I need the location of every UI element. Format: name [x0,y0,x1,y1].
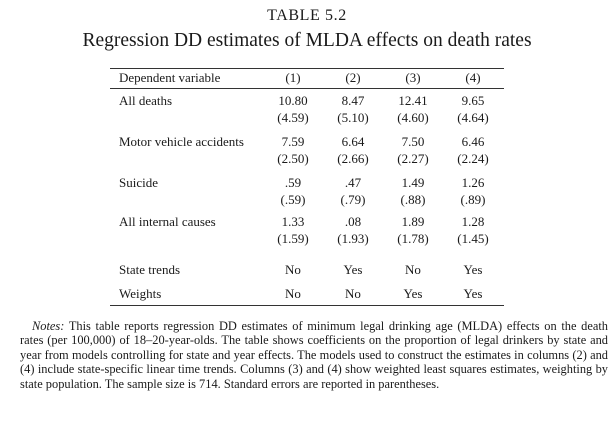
se-cell: (2.27) [397,151,429,166]
spec-cell: Yes [463,262,483,277]
column-header-3: (3) [405,70,421,85]
se-cell: (1.78) [397,231,429,246]
coef-cell: 1.89 [401,214,425,229]
notes-lead: Notes: [32,319,65,333]
coef-cell: 6.64 [341,134,365,149]
se-cell: (1.59) [277,231,309,246]
coef-cell: 8.47 [341,93,365,108]
se-cell: (2.24) [457,151,489,166]
coef-cell: 7.59 [281,134,305,149]
se-cell: (.88) [400,192,426,207]
row-label-state-trends: State trends [119,262,181,277]
coef-cell: 6.46 [461,134,485,149]
se-cell: (.79) [340,192,366,207]
header-rule [110,88,504,89]
coef-cell: .59 [284,175,302,190]
se-cell: (.89) [460,192,486,207]
table-title: Regression DD estimates of MLDA effects … [82,30,532,51]
se-cell: (1.93) [337,231,369,246]
table-label: TABLE 5.2 [267,7,347,24]
row-label-all-deaths: All deaths [119,93,173,108]
spec-cell: No [345,286,361,301]
coef-cell: 7.50 [401,134,425,149]
column-header-1: (1) [285,70,301,85]
column-header-4: (4) [465,70,481,85]
bottom-rule [110,305,504,306]
coef-cell: 1.49 [401,175,425,190]
top-rule [110,68,504,69]
se-cell: (.59) [280,192,306,207]
table-notes: Notes: This table reports regression DD … [20,319,608,391]
row-label-suicide: Suicide [119,175,158,190]
se-cell: (4.64) [457,110,489,125]
spec-cell: Yes [343,262,363,277]
se-cell: (1.45) [457,231,489,246]
se-cell: (4.60) [397,110,429,125]
spec-cell: No [285,286,301,301]
coef-cell: 1.28 [461,214,485,229]
coef-cell: .47 [344,175,362,190]
column-header-2: (2) [345,70,361,85]
coef-cell: 1.26 [461,175,485,190]
row-label-weights: Weights [119,286,162,301]
coef-cell: 9.65 [461,93,485,108]
spec-cell: No [405,262,421,277]
spec-cell: Yes [463,286,483,301]
row-label-all-internal-causes: All internal causes [119,214,216,229]
coef-cell: 1.33 [281,214,305,229]
se-cell: (2.50) [277,151,309,166]
coef-cell: 10.80 [278,93,308,108]
se-cell: (2.66) [337,151,369,166]
coef-cell: .08 [344,214,362,229]
notes-text: This table reports regression DD estimat… [20,319,608,391]
spec-cell: No [285,262,301,277]
se-cell: (4.59) [277,110,309,125]
se-cell: (5.10) [337,110,369,125]
spec-cell: Yes [403,286,423,301]
row-label-motor-vehicle-accidents: Motor vehicle accidents [119,134,244,149]
coef-cell: 12.41 [398,93,428,108]
header-dependent-variable: Dependent variable [119,70,221,85]
